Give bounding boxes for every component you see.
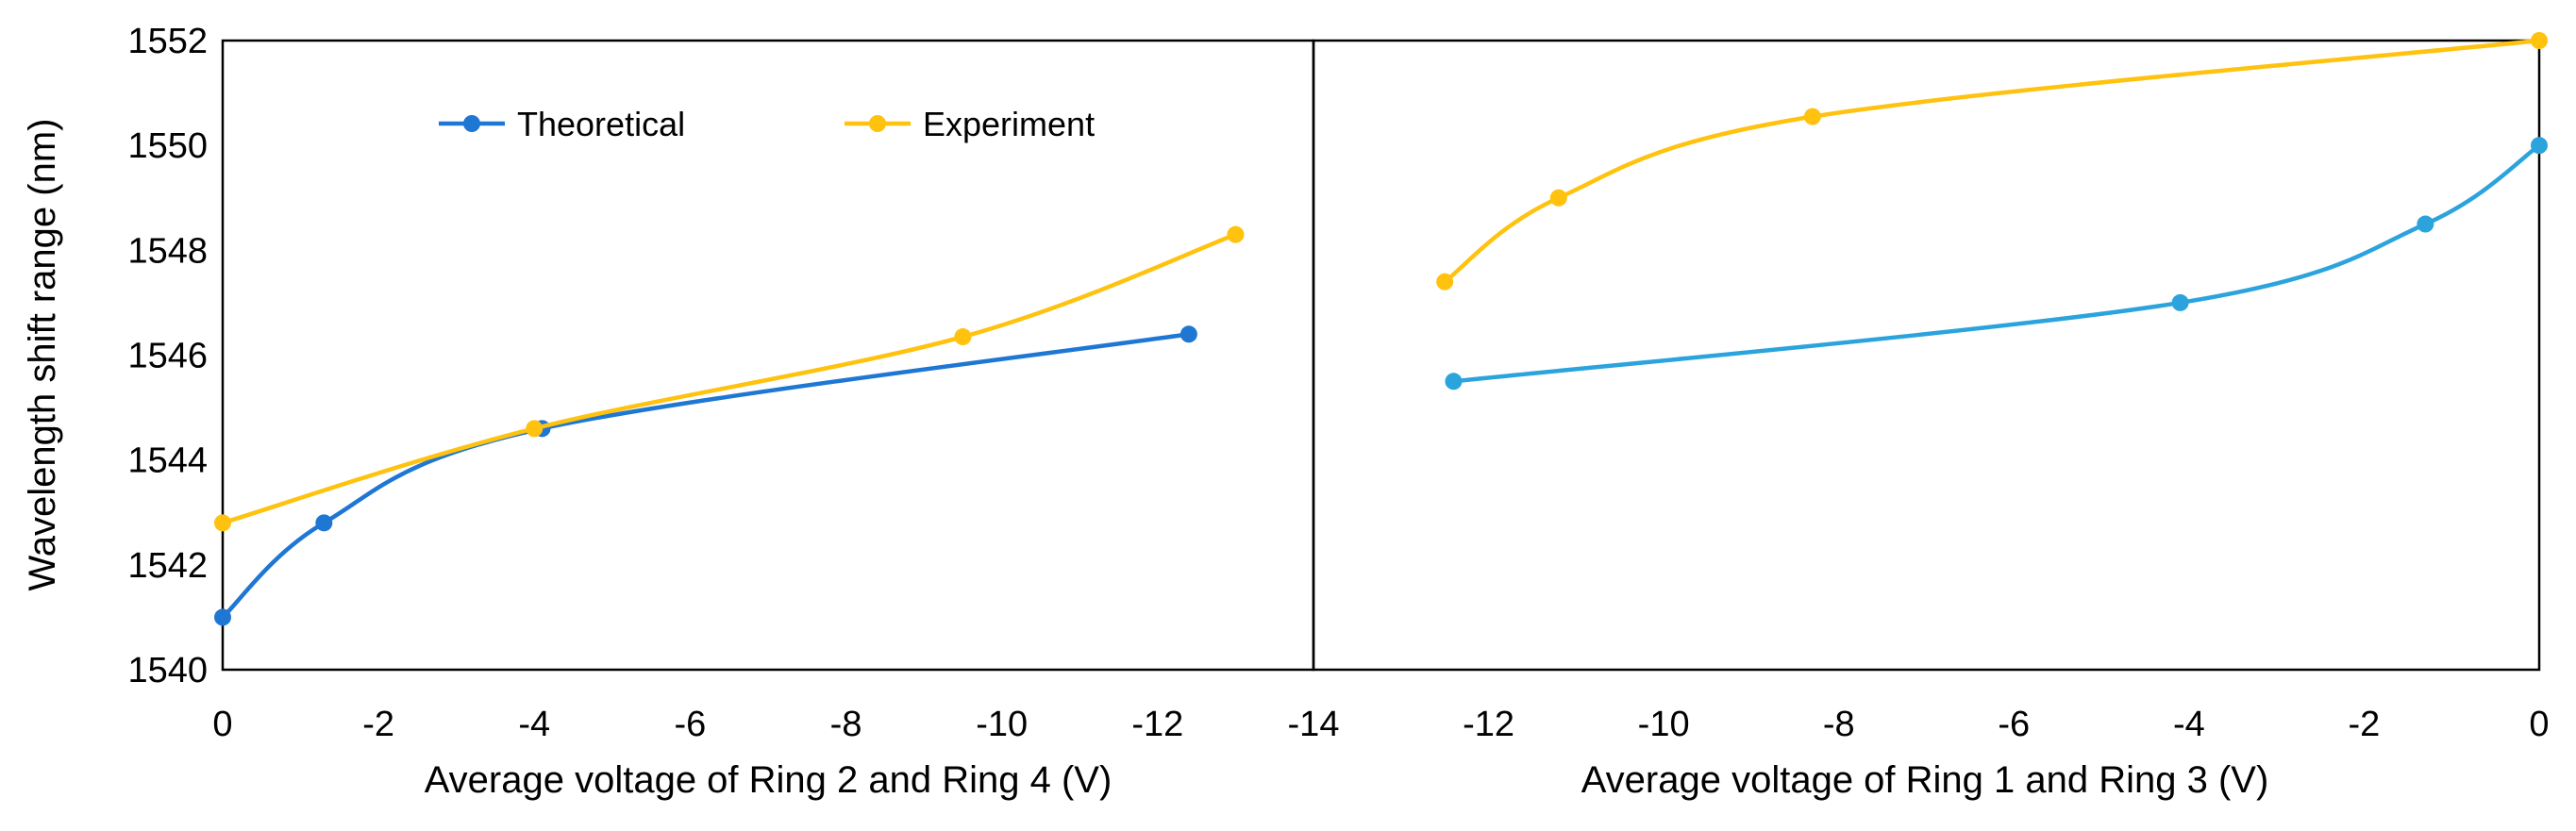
y-axis-ticks: 1540 1542 1544 1546 1548 1550 1552	[127, 22, 208, 690]
left-x-axis-ticks: 0 -2 -4 -6 -8 -10 -12 -14	[212, 705, 1339, 744]
left-x-axis-title: Average voltage of Ring 2 and Ring 4 (V)	[425, 759, 1112, 801]
x-tick-label: -12	[1131, 705, 1183, 744]
x-tick-label: -10	[1638, 705, 1690, 744]
x-tick-label: -14	[1288, 705, 1340, 744]
y-tick-label: 1542	[127, 546, 208, 586]
y-tick-label: 1552	[127, 22, 208, 61]
right-x-axis-ticks: -12 -10 -8 -6 -4 -2 0	[1463, 705, 2549, 744]
x-tick-label: -2	[2349, 705, 2381, 744]
left-theoretical-point	[214, 608, 231, 626]
left-experiment-point	[1227, 225, 1245, 243]
right-experiment-point	[2531, 32, 2548, 49]
legend-item-experiment: Experiment	[845, 105, 1095, 143]
legend: Theoretical Experiment	[439, 105, 1095, 143]
x-tick-label: -6	[675, 705, 707, 744]
left-plot-frame	[221, 39, 1315, 672]
y-tick-label: 1550	[127, 126, 208, 166]
right-experiment-point	[1436, 273, 1454, 291]
legend-theoretical-marker	[463, 115, 480, 132]
right-experiment-point	[1803, 108, 1821, 125]
right-theoretical-point	[1445, 373, 1463, 391]
left-experiment-point	[954, 328, 972, 346]
left-panel-series	[214, 225, 1245, 626]
legend-experiment-label: Experiment	[923, 105, 1095, 143]
y-tick-label: 1540	[127, 651, 208, 690]
legend-item-theoretical: Theoretical	[439, 105, 685, 143]
right-x-axis-title: Average voltage of Ring 1 and Ring 3 (V)	[1581, 759, 2269, 801]
y-axis-title: Wavelength shift range (nm)	[22, 119, 63, 591]
x-tick-label: 0	[212, 705, 232, 744]
right-theoretical-point	[2417, 215, 2434, 233]
x-tick-label: -12	[1463, 705, 1514, 744]
right-theoretical-point	[2171, 293, 2189, 311]
legend-experiment-marker	[869, 115, 886, 132]
y-tick-label: 1546	[127, 337, 208, 376]
x-tick-label: -8	[830, 705, 862, 744]
x-tick-label: -2	[362, 705, 394, 744]
right-experiment-point	[1549, 189, 1567, 207]
x-tick-label: -4	[518, 705, 550, 744]
legend-theoretical-label: Theoretical	[517, 105, 685, 143]
left-experiment-point	[214, 514, 231, 532]
right-panel-series	[1436, 32, 2548, 391]
y-tick-label: 1548	[127, 231, 208, 271]
x-tick-label: -6	[1998, 705, 2030, 744]
right-plot-frame	[1312, 39, 2541, 672]
right-theoretical-line	[1453, 143, 2541, 384]
right-experiment-line	[1443, 38, 2540, 284]
right-theoretical-point	[2531, 137, 2548, 155]
x-tick-label: 0	[2529, 705, 2549, 744]
x-tick-label: -8	[1823, 705, 1855, 744]
x-tick-label: -4	[2173, 705, 2205, 744]
y-tick-label: 1544	[127, 441, 208, 481]
left-theoretical-point	[1179, 325, 1197, 343]
left-theoretical-point	[315, 514, 333, 532]
left-experiment-line	[222, 232, 1237, 525]
x-tick-label: -10	[976, 705, 1028, 744]
left-experiment-point	[526, 420, 544, 438]
